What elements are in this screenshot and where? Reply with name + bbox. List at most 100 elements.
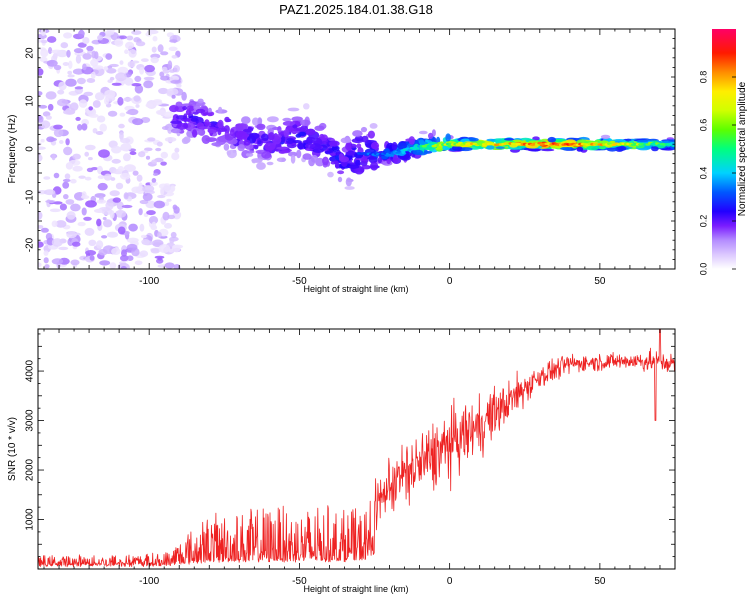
y-tick-label: 10 <box>25 95 36 107</box>
snr-x-label: Height of straight line (km) <box>303 584 408 594</box>
heatmap-cell <box>245 152 254 157</box>
heatmap-cell <box>81 191 87 199</box>
heatmap-cell <box>171 94 176 99</box>
heatmap-cell <box>245 150 255 154</box>
heatmap-cell <box>103 173 112 181</box>
heatmap-cell <box>166 88 179 96</box>
heatmap-cell <box>77 42 87 48</box>
heatmap-cell <box>68 60 73 69</box>
x-tick-label: -100 <box>139 576 159 587</box>
heatmap-cell <box>288 151 298 157</box>
heatmap-cell <box>76 77 86 85</box>
heatmap-cell <box>121 204 133 209</box>
colorbar-ticks: 0.0 0.2 0.4 0.6 0.8 <box>698 71 736 275</box>
heatmap-cell <box>88 239 97 246</box>
heatmap-cell <box>186 105 195 112</box>
heatmap-cell <box>486 138 496 142</box>
heatmap-cell <box>42 111 51 117</box>
heatmap-cell <box>67 70 73 75</box>
heatmap-cell <box>53 64 62 71</box>
heatmap-cell <box>451 145 463 151</box>
heatmap-cell <box>174 147 180 153</box>
heatmap-cell <box>62 62 70 66</box>
spectrogram-heatmap <box>38 29 675 269</box>
heatmap-cell <box>89 255 95 261</box>
x-tick-label: -50 <box>292 276 307 287</box>
heatmap-cell <box>103 66 109 71</box>
heatmap-cell <box>297 142 304 150</box>
heatmap-cell <box>268 132 275 141</box>
heatmap-cell <box>532 136 540 141</box>
heatmap-cell <box>65 78 77 87</box>
heatmap-cell <box>164 262 175 269</box>
heatmap-cell <box>75 54 82 64</box>
heatmap-cell <box>116 201 124 210</box>
x-tick-label: 50 <box>594 576 606 587</box>
heatmap-cell <box>276 157 287 163</box>
heatmap-cell <box>91 50 97 59</box>
heatmap-cell <box>504 138 515 141</box>
heatmap-cell <box>126 243 138 251</box>
heatmap-cell <box>586 145 599 151</box>
spectrogram-y-label: Frequency (Hz) <box>7 115 18 184</box>
heatmap-cell <box>155 147 162 152</box>
heatmap-cell <box>75 116 81 121</box>
heatmap-cell <box>139 250 149 257</box>
heatmap-cell <box>59 203 67 211</box>
heatmap-cell <box>111 158 121 164</box>
heatmap-cell <box>391 142 398 151</box>
heatmap-cell <box>235 130 248 140</box>
heatmap-cell <box>97 182 108 191</box>
heatmap-cell <box>127 61 136 68</box>
heatmap-cell <box>57 98 69 107</box>
heatmap-cell <box>84 176 92 181</box>
heatmap-cell <box>141 58 149 62</box>
heatmap-cell <box>148 216 159 225</box>
heatmap-cell <box>302 153 312 160</box>
heatmap-cell <box>308 157 315 167</box>
heatmap-cell <box>123 164 136 172</box>
heatmap-cell <box>38 262 42 268</box>
heatmap-cell <box>111 145 122 154</box>
heatmap-cell <box>361 165 372 170</box>
heatmap-cell <box>285 137 295 144</box>
heatmap-cell <box>352 130 363 137</box>
heatmap-cell <box>266 161 274 166</box>
heatmap-cell <box>117 226 126 235</box>
heatmap-cell <box>344 186 355 190</box>
heatmap-cell <box>150 56 159 64</box>
heatmap-cell <box>157 256 163 261</box>
heatmap-cell <box>160 151 168 159</box>
heatmap-cell <box>85 250 97 256</box>
heatmap-cell <box>40 48 49 58</box>
heatmap-cell <box>345 151 356 156</box>
heatmap-cell <box>117 166 125 172</box>
heatmap-cell <box>138 151 146 158</box>
heatmap-cell <box>51 220 58 228</box>
heatmap-cell <box>338 156 350 163</box>
heatmap-cell <box>169 105 179 113</box>
heatmap-cell <box>123 97 132 102</box>
heatmap-cell <box>66 211 76 220</box>
heatmap-cell <box>97 175 105 180</box>
heatmap-cell <box>164 222 172 229</box>
heatmap-cell <box>215 127 228 132</box>
heatmap-cell <box>458 147 473 152</box>
heatmap-cell <box>322 156 329 166</box>
x-tick-label: 0 <box>447 276 453 287</box>
heatmap-cell <box>115 182 124 190</box>
heatmap-cell <box>86 45 94 52</box>
heatmap-cell <box>119 35 127 40</box>
heatmap-cell <box>107 65 113 69</box>
heatmap-cell <box>208 111 215 117</box>
snr-ticks: -100 -50 0 50 1000 2000 3000 4000 <box>25 329 676 587</box>
heatmap-cell <box>329 152 336 156</box>
heatmap-cell <box>261 133 269 141</box>
heatmap-cell <box>163 185 171 192</box>
heatmap-cell <box>157 44 164 53</box>
heatmap-cell <box>229 128 235 137</box>
heatmap-cell <box>90 59 99 67</box>
heatmap-cell <box>135 41 146 47</box>
